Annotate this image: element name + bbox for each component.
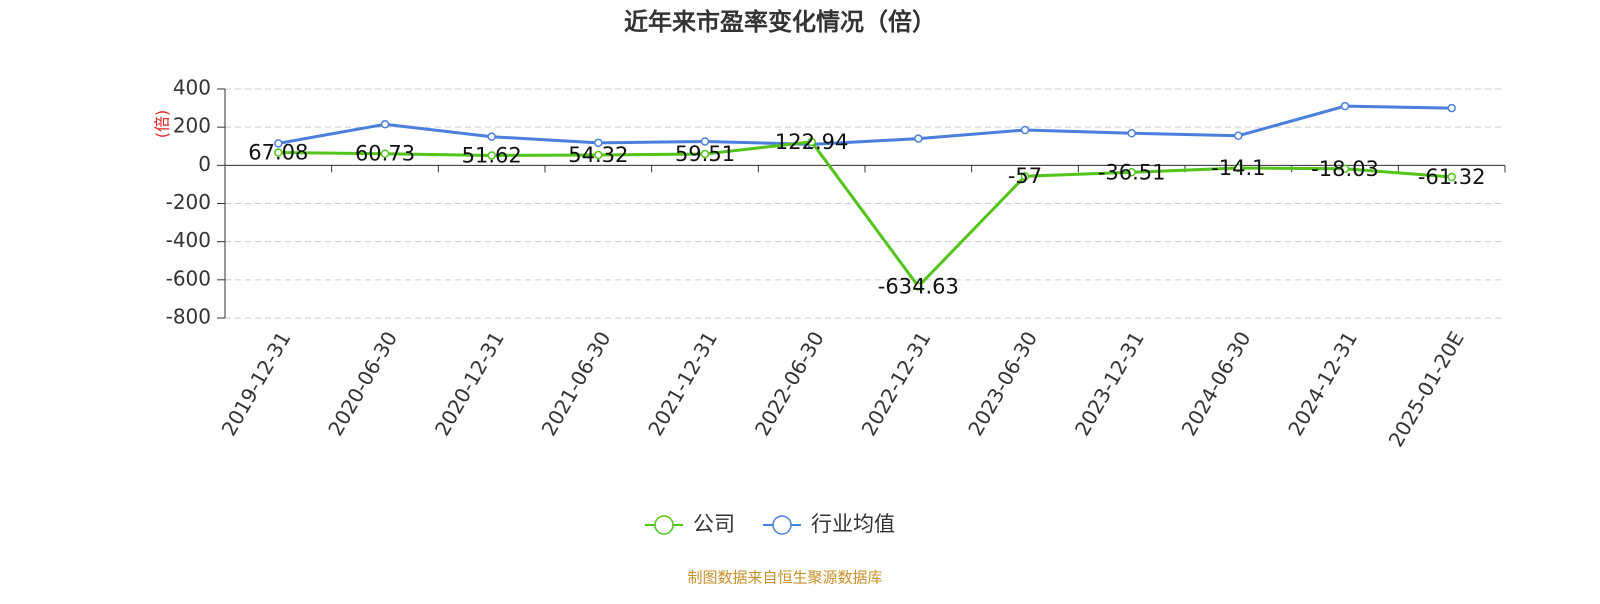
data-label: -14.1 <box>1211 156 1265 180</box>
data-label: 122.94 <box>775 130 848 154</box>
data-label: 60.73 <box>355 142 415 166</box>
data-label: -18.03 <box>1311 157 1379 181</box>
data-label: 59.51 <box>675 142 735 166</box>
data-point <box>487 132 496 141</box>
data-point <box>1340 164 1350 174</box>
legend-label: 公司 <box>693 512 735 536</box>
data-label: -57 <box>1008 164 1042 188</box>
data-point <box>914 282 923 291</box>
legend-label: 行业均值 <box>811 512 895 536</box>
y-tick-label: 400 <box>173 76 211 100</box>
x-tick-label: 2022-12-31 <box>857 327 936 440</box>
data-label: -634.63 <box>878 274 959 298</box>
data-label: -61.32 <box>1418 165 1486 189</box>
data-point <box>1020 171 1030 181</box>
y-tick-label: 0 <box>198 152 211 176</box>
data-point <box>1447 103 1456 113</box>
y-tick-label: -800 <box>166 305 211 329</box>
x-tick-label: 2021-06-30 <box>537 327 616 440</box>
y-tick-label: 200 <box>173 114 211 138</box>
data-point <box>380 149 390 158</box>
data-point <box>1020 125 1030 135</box>
y-axis-label: (倍) <box>153 110 172 139</box>
x-tick-label: 2024-12-31 <box>1283 327 1362 440</box>
x-tick-label: 2020-06-30 <box>323 327 402 440</box>
legend-marker <box>772 515 792 535</box>
x-tick-label: 2024-06-30 <box>1177 327 1256 440</box>
data-point <box>380 120 390 129</box>
y-tick-label: -400 <box>166 228 211 252</box>
data-point <box>1127 168 1136 177</box>
chart-title: 近年来市盈率变化情况（倍） <box>624 8 936 36</box>
data-label: -36.51 <box>1098 160 1166 184</box>
data-point <box>1340 101 1350 111</box>
x-tick-label: 2023-12-31 <box>1070 327 1149 440</box>
x-tick-label: 2023-06-30 <box>963 327 1042 440</box>
x-tick-label: 2019-12-31 <box>217 327 296 440</box>
data-point <box>700 149 710 159</box>
x-tick-label: 2020-12-31 <box>430 327 509 440</box>
x-tick-label: 2025-01-20E <box>1384 327 1469 451</box>
x-tick-label: 2021-12-31 <box>643 327 722 440</box>
legend-marker <box>654 515 674 535</box>
data-point <box>594 138 603 148</box>
data-point <box>700 137 710 146</box>
data-label: 67.08 <box>248 141 308 165</box>
source-note: 制图数据来自恒生聚源数据库 <box>687 569 882 587</box>
y-tick-label: -600 <box>166 266 211 290</box>
series-line <box>278 104 1452 146</box>
data-point <box>274 148 283 157</box>
data-point <box>914 134 923 143</box>
data-point <box>1234 163 1243 173</box>
data-label: 51.62 <box>462 143 522 167</box>
data-label: 54.32 <box>568 143 628 167</box>
data-point <box>1127 129 1136 138</box>
data-point <box>274 139 283 148</box>
data-point <box>594 150 603 160</box>
series-line <box>278 140 1452 289</box>
y-tick-label: -200 <box>166 190 211 214</box>
data-point <box>1447 172 1456 182</box>
data-point <box>1234 131 1243 141</box>
data-point <box>807 137 816 147</box>
data-point <box>487 151 496 160</box>
x-tick-label: 2022-06-30 <box>750 327 829 440</box>
